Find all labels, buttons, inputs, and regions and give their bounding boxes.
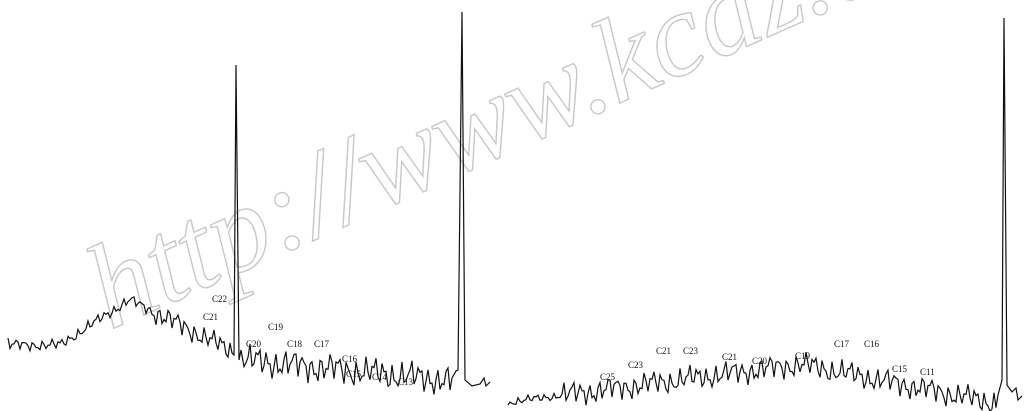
peak-label: C21: [656, 346, 671, 356]
peak-label: C17: [314, 339, 330, 349]
peak-label: C16: [864, 339, 880, 349]
peak-label: C21: [203, 312, 218, 322]
peak-label: C23: [628, 360, 644, 370]
peak-label: C16: [342, 354, 358, 364]
right-trace: [507, 17, 1023, 411]
watermark: http://www.kcdz.ac: [66, 0, 952, 354]
peak-label: C14: [372, 372, 388, 382]
peak-label: C19: [795, 351, 811, 361]
peak-label: C22: [212, 294, 227, 304]
peak-label: C20: [752, 356, 768, 366]
peak-label: C19: [268, 322, 284, 332]
peak-label: C25: [600, 372, 616, 382]
peak-label: C17: [834, 339, 850, 349]
peak-label: C23: [683, 346, 699, 356]
peak-label: C20: [246, 339, 262, 349]
peak-label: C13: [398, 377, 414, 387]
peak-label: C21: [722, 352, 737, 362]
peak-label: C15: [346, 369, 362, 379]
peak-label: C15: [892, 364, 908, 374]
peak-label: C11: [920, 367, 935, 377]
left-trace: [7, 11, 491, 395]
peak-label: C18: [287, 339, 303, 349]
peak-labels: C22 C21 C19 C20 C18 C17 C16 C15 C14 C13 C25 C23 C21 C…: [203, 294, 935, 387]
